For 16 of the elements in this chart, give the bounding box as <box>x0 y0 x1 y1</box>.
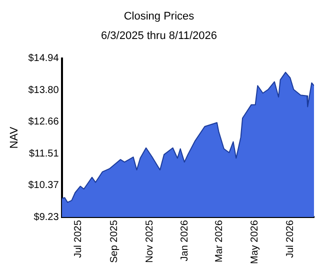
chart-subtitle: 6/3/2025 thru 8/11/2026 <box>100 30 218 42</box>
y-tick-label: $11.51 <box>28 148 60 160</box>
x-tick-label: Sep 2025 <box>108 220 120 263</box>
y-axis-title: NAV <box>8 126 21 149</box>
y-tick-label: $9.23 <box>34 212 60 223</box>
chart-title: Closing Prices <box>124 10 195 23</box>
x-tick-label: May 2026 <box>249 220 260 264</box>
y-tick-label: $12.66 <box>28 116 60 128</box>
x-tick-label: Jan 2026 <box>180 220 191 262</box>
y-tick-label: $13.80 <box>28 84 60 96</box>
x-tick-label: Jul 2025 <box>72 220 84 258</box>
x-tick-label: Mar 2026 <box>214 220 226 262</box>
y-tick-label: $10.37 <box>28 180 60 192</box>
x-tick-label: Nov 2025 <box>144 220 156 263</box>
x-tick-label: Jul 2026 <box>284 220 296 258</box>
y-tick-label: $14.94 <box>28 53 60 64</box>
